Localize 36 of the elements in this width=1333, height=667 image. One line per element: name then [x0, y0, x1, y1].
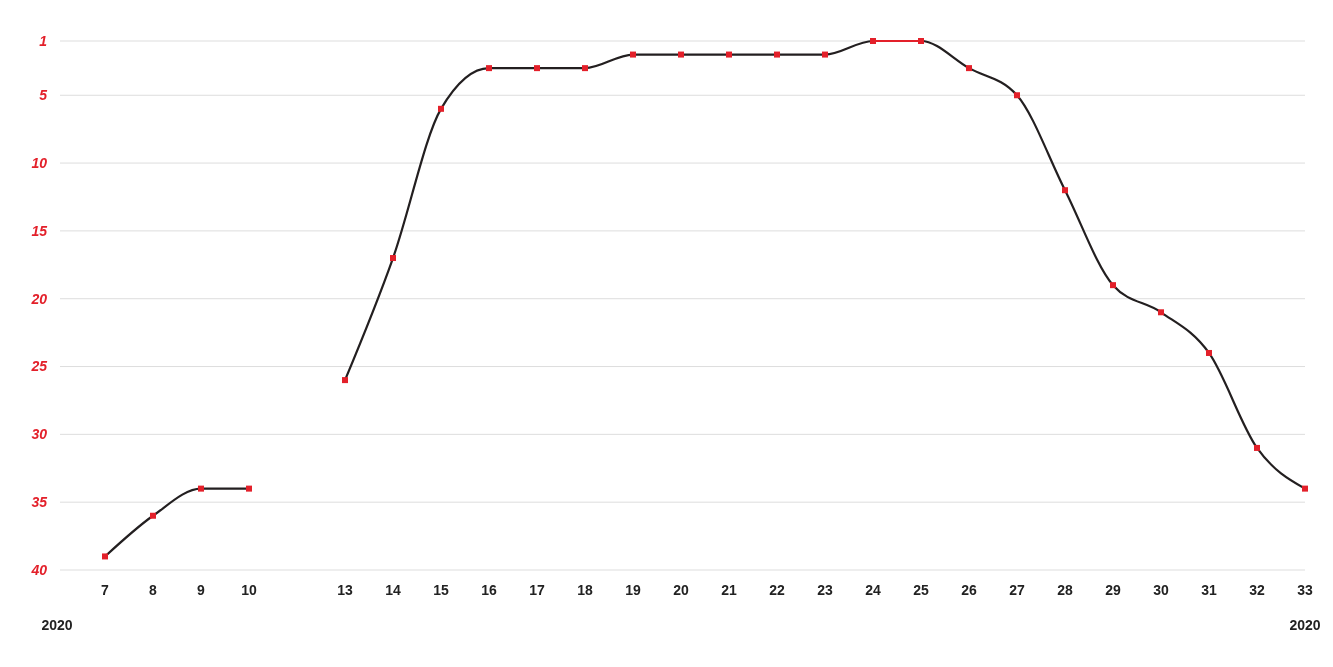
x-tick-label: 29: [1105, 582, 1121, 598]
x-tick-label: 7: [101, 582, 110, 598]
x-tick-label: 26: [961, 582, 977, 598]
x-tick-label: 18: [577, 582, 593, 598]
x-tick-label: 8: [149, 582, 158, 598]
y-tick-label: 10: [31, 154, 48, 171]
x-tick-label: 28: [1057, 582, 1073, 598]
x-tick-label: 15: [433, 582, 449, 598]
x-tick-label: 24: [865, 582, 881, 598]
x-tick-label: 21: [721, 582, 737, 598]
x-tick-label: 32: [1249, 582, 1265, 598]
y-tick-label: 1: [39, 32, 48, 49]
x-tick-label: 10: [241, 582, 257, 598]
text: 2020: [41, 617, 73, 633]
x-tick-label: 16: [481, 582, 497, 598]
y-tick-label: 20: [30, 290, 48, 307]
x-tick-label: 27: [1009, 582, 1025, 598]
x-tick-label: 23: [817, 582, 833, 598]
y-tick-label: 25: [30, 358, 48, 375]
x-tick-label: 9: [197, 582, 206, 598]
y-tick-label: 5: [39, 87, 48, 104]
x-tick-label: 13: [337, 582, 353, 598]
x-tick-label: 31: [1201, 582, 1217, 598]
x-tick-label: 22: [769, 582, 785, 598]
x-tick-label: 25: [913, 582, 929, 598]
text: 2020: [1289, 617, 1321, 633]
y-tick-label: 40: [30, 561, 48, 578]
x-tick-label: 30: [1153, 582, 1169, 598]
x-tick-label: 33: [1297, 582, 1313, 598]
x-tick-label: 19: [625, 582, 641, 598]
y-tick-label: 35: [31, 494, 48, 511]
x-tick-label: 20: [673, 582, 689, 598]
y-tick-label: 15: [31, 222, 48, 239]
x-tick-label: 17: [529, 582, 545, 598]
x-tick-label: 14: [385, 582, 401, 598]
y-tick-label: 30: [31, 426, 48, 443]
